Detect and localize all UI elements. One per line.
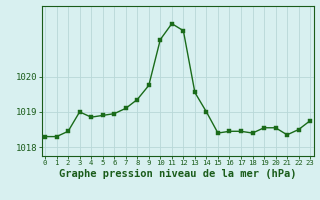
- X-axis label: Graphe pression niveau de la mer (hPa): Graphe pression niveau de la mer (hPa): [59, 169, 296, 179]
